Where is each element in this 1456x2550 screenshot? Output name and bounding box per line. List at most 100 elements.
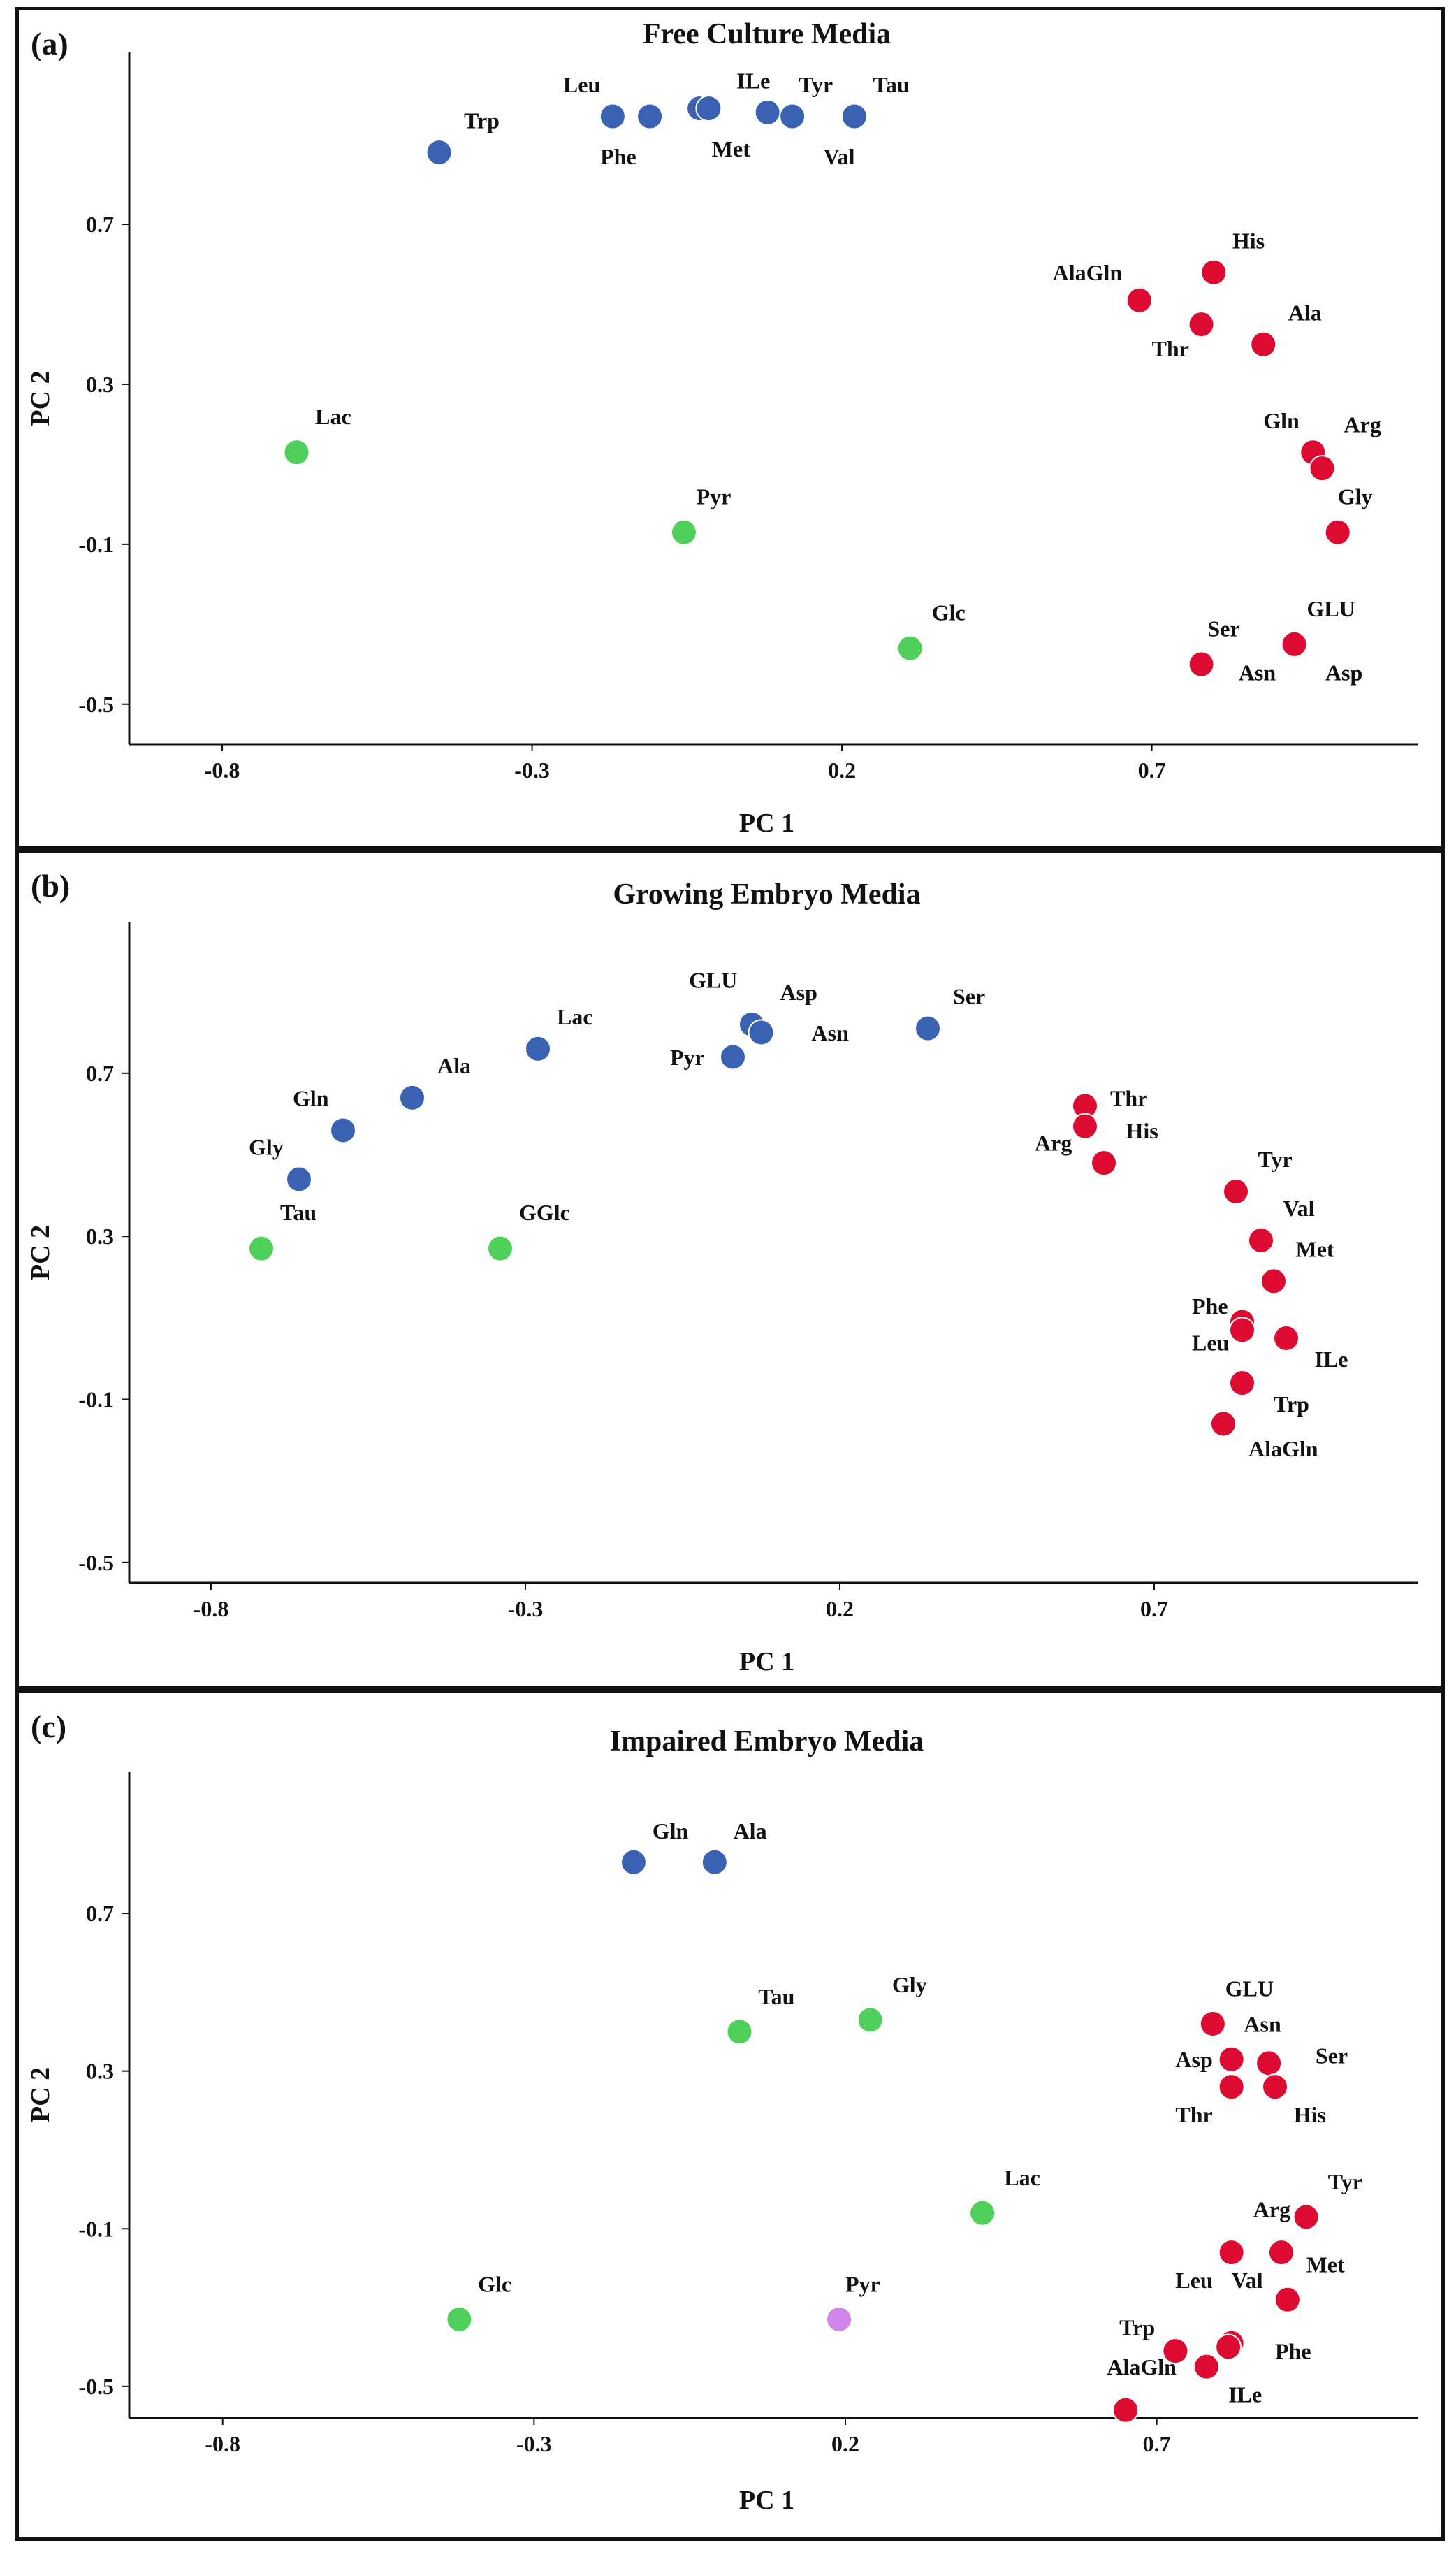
data-point-arg: [1309, 455, 1336, 482]
data-point-asp: [1281, 630, 1308, 658]
data-point-val: [1218, 2239, 1245, 2266]
data-point-trp: [425, 139, 453, 166]
point-label-phe: Phe: [1275, 2338, 1311, 2363]
point-label-glu: GLU: [689, 967, 737, 992]
point-label-his: His: [1126, 1118, 1158, 1143]
chart-title-c: Impaired Embryo Media: [610, 1725, 924, 1758]
data-point-arg: [1072, 1113, 1098, 1140]
data-point-his: [1262, 2073, 1288, 2101]
point-label-pyr: Pyr: [697, 484, 731, 509]
data-point-gly: [286, 1166, 312, 1193]
chart-panel-b: (b) Growing Embryo Media -0.8 -0.3 0.2 0.7 0.7…: [26, 868, 1418, 1676]
y-tick-label: 0.7: [86, 1901, 114, 1926]
data-point-ile: [1193, 2353, 1220, 2380]
point-label-asp: Asp: [1175, 2047, 1212, 2072]
data-point-tyr: [779, 103, 806, 130]
data-point-asn: [1188, 651, 1215, 678]
point-label-phe: Phe: [600, 144, 636, 169]
point-label-tyr: Tyr: [1328, 2169, 1362, 2194]
y-tick-label: 0.3: [86, 372, 114, 397]
data-point-gly: [857, 2006, 884, 2034]
panel-c-frame: [15, 1690, 1445, 2541]
data-point-gglc: [487, 1235, 514, 1262]
data-point-his: [1200, 259, 1228, 286]
panel-label-a: (a): [31, 26, 68, 61]
y-tick-label: -0.5: [78, 1550, 114, 1575]
data-point-lac: [969, 2199, 996, 2226]
panel-a-frame: [15, 7, 1445, 849]
x-axis-label-b: PC 1: [739, 1647, 794, 1676]
x-tick-label: -0.8: [194, 1596, 229, 1621]
point-label-met: Met: [1306, 2252, 1345, 2277]
point-label-ser: Ser: [953, 984, 985, 1009]
point-label-pyr: Pyr: [845, 2272, 880, 2297]
data-point-ala: [701, 1848, 728, 1876]
chart-title-b: Growing Embryo Media: [613, 878, 920, 911]
point-label-thr: Thr: [1152, 336, 1189, 361]
point-label-ala: Ala: [437, 1053, 471, 1078]
data-point-alagln: [1126, 287, 1153, 314]
x-tick-label: -0.3: [516, 2431, 552, 2456]
point-label-lac: Lac: [315, 404, 351, 429]
x-tick-label: -0.8: [205, 2431, 240, 2456]
x-axis-label-c: PC 1: [739, 2486, 794, 2515]
point-label-gln: Gln: [293, 1086, 329, 1111]
point-label-alagln: AlaGln: [1053, 260, 1123, 285]
point-label-glc: Glc: [478, 2272, 511, 2297]
point-label-met: Met: [1296, 1236, 1334, 1261]
point-label-val: Val: [1283, 1196, 1315, 1221]
data-point-glc: [896, 635, 924, 662]
panel-label-c: (c): [31, 1709, 66, 1744]
x-tick-label: 0.7: [1140, 1596, 1168, 1621]
point-label-val: Val: [1232, 2268, 1263, 2293]
data-point-leu: [599, 103, 626, 130]
data-point-lac: [525, 1035, 551, 1062]
point-label-his: His: [1232, 228, 1265, 253]
point-label-asp: Asp: [1325, 660, 1362, 685]
point-label-asn: Asn: [812, 1020, 850, 1045]
point-label-tau: Tau: [280, 1200, 316, 1225]
point-label-gly: Gly: [1338, 484, 1373, 509]
point-label-leu: Leu: [1192, 1331, 1229, 1356]
data-point-thr: [1188, 311, 1215, 338]
data-point-ile: [754, 99, 781, 126]
point-label-thr: Thr: [1175, 2102, 1212, 2127]
point-label-gly: Gly: [249, 1135, 284, 1160]
y-tick-label: 0.7: [86, 1061, 114, 1086]
x-axis-label-a: PC 1: [739, 809, 794, 838]
point-label-lac: Lac: [557, 1004, 593, 1029]
point-label-arg: Arg: [1035, 1131, 1072, 1156]
point-label-tyr: Tyr: [1258, 1147, 1293, 1172]
y-axis-label-c: PC 2: [26, 2067, 55, 2122]
point-label-trp: Trp: [1119, 2315, 1155, 2340]
x-tick-label: 0.7: [1143, 2431, 1171, 2456]
data-point-ala: [1250, 331, 1277, 358]
point-label-arg: Arg: [1344, 412, 1381, 437]
y-axis-label-b: PC 2: [26, 1225, 55, 1280]
point-label-gglc: GGlc: [519, 1200, 570, 1225]
point-label-tau: Tau: [758, 1984, 794, 2009]
data-point-gln: [620, 1848, 647, 1876]
data-point-pyr: [670, 519, 697, 546]
data-point-tau: [726, 2018, 753, 2045]
x-tick-label: -0.3: [514, 758, 550, 783]
data-point-ala: [399, 1084, 425, 1111]
point-label-gln: Gln: [1263, 408, 1300, 433]
data-point-val: [1248, 1227, 1274, 1254]
chart-panel-a: (a) Free Culture Media -0.8 -0.3 0.2 0.7 0.7 0.…: [26, 18, 1418, 838]
data-point-thr: [1218, 2073, 1245, 2101]
data-point-asn: [748, 1019, 775, 1046]
point-label-thr: Thr: [1110, 1086, 1147, 1111]
chart-panel-c: (c) Impaired Embryo Media -0.8 -0.3 0.2 0.7 0.…: [26, 1709, 1418, 2515]
data-point-glu: [1199, 2010, 1226, 2037]
point-label-lac: Lac: [1004, 2165, 1040, 2190]
x-tick-label: 0.2: [831, 2431, 859, 2456]
data-point-trp: [1162, 2338, 1189, 2365]
data-point-glc: [446, 2305, 473, 2333]
data-point-ser: [915, 1015, 941, 1042]
data-point-met: [1260, 1268, 1287, 1295]
y-tick-label: 0.3: [86, 2059, 114, 2084]
data-point-tyr: [1293, 2203, 1320, 2231]
data-point-trp: [1229, 1370, 1255, 1397]
point-label-asn: Asn: [1244, 2011, 1281, 2036]
